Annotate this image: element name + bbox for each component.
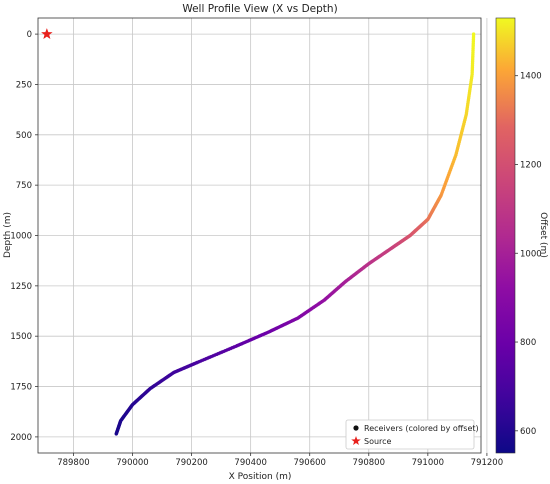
plot-marks (41, 28, 476, 436)
y-tick-label: 1250 (10, 282, 32, 292)
y-tick-label: 250 (16, 80, 32, 90)
colorbar: 600 800 1000 1200 1400 Offset (m) (495, 17, 548, 454)
x-tick-label: 790800 (353, 458, 385, 468)
y-tick-label: 750 (16, 181, 32, 191)
y-tick-label: 1000 (10, 232, 32, 242)
x-axis-label: X Position (m) (229, 472, 292, 482)
legend-receivers-label: Receivers (colored by offset) (364, 424, 479, 433)
legend: Receivers (colored by offset) Source (345, 419, 479, 450)
colorbar-tick-label: 1400 (520, 72, 542, 82)
legend-source-marker (351, 436, 361, 446)
y-tick-label: 1750 (10, 383, 32, 393)
receiver-point (114, 432, 118, 436)
y-tick-label: 0 (27, 30, 32, 40)
x-tick-label: 790400 (234, 458, 266, 468)
legend-source-label: Source (364, 437, 392, 446)
x-tick-label: 790000 (116, 458, 148, 468)
colorbar-ticks: 600 800 1000 1200 1400 (515, 72, 542, 437)
chart-title: Well Profile View (X vs Depth) (182, 3, 337, 15)
x-tick-label: 791000 (412, 458, 444, 468)
colorbar-gradient (495, 17, 516, 454)
colorbar-tick-label: 600 (520, 427, 536, 437)
legend-receivers-marker (353, 425, 359, 431)
x-tick-label: 791200 (471, 458, 503, 468)
colorbar-tick-label: 800 (520, 338, 536, 348)
x-tick-label: 790200 (175, 458, 207, 468)
colorbar-label: Offset (m) (538, 212, 548, 258)
legend-box (345, 419, 475, 450)
colorbar-tick-label: 1000 (520, 249, 542, 259)
colorbar-tick-label: 1200 (520, 160, 542, 170)
y-tick-label: 500 (16, 131, 32, 141)
y-axis-label: Depth (m) (3, 212, 13, 258)
source-star-marker (41, 28, 53, 39)
y-tick-label: 2000 (10, 433, 32, 443)
grid-lines (38, 18, 488, 453)
x-tick-label: 790600 (293, 458, 325, 468)
x-axis: 789800 790000 790200 790400 790600 790800 7910… (57, 453, 503, 468)
y-tick-label: 1500 (10, 332, 32, 342)
y-axis: 0 250 500 750 1000 1250 1500 1750 2000 (10, 30, 38, 443)
x-tick-label: 789800 (57, 458, 89, 468)
